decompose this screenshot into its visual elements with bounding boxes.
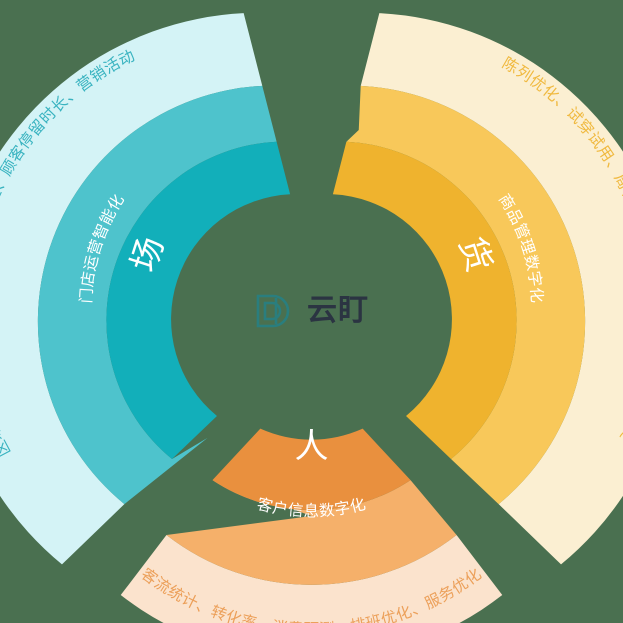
goods-mid-band [346, 85, 586, 505]
people-segment[interactable]: 客流统计、转化率、消费预测、排班优化、服务优化 客户信息数字化 人 [120, 427, 503, 623]
people-inner-band [212, 428, 411, 511]
field-segment[interactable]: 区域关注度、顾客游逛轨迹、巡店管理、顾客停留时长、营销活动 门店运营智能化 场 [0, 13, 291, 565]
goods-outer-band [360, 13, 623, 565]
people-mid-band [166, 480, 457, 585]
people-inner-textpath: 人 [295, 427, 329, 467]
people-inner-label: 人 [295, 427, 329, 467]
goods-inner-band [332, 141, 517, 460]
field-outer-band [0, 13, 263, 565]
people-outer-band [120, 535, 503, 623]
goods-segment[interactable]: 陈列优化、试穿试用、周转率、连带率、货物防损、商品热度 商品管理数字化 货 [332, 13, 623, 565]
field-inner-band [106, 141, 291, 460]
field-mid-band [37, 85, 277, 505]
